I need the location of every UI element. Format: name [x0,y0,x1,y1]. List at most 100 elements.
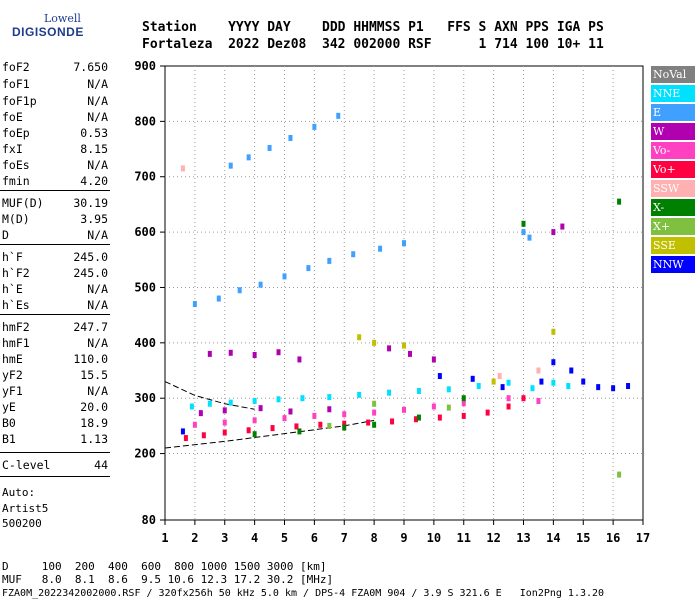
x-tick-label: 4 [251,531,258,545]
auto-artist: Artist5 [2,502,49,515]
data-point-nne [551,379,556,386]
data-point-e [237,287,242,294]
auto-code: 500200 [2,517,42,530]
footer-muf-line: MUF 8.0 8.1 8.6 9.5 10.6 12.3 17.2 30.2 … [2,573,334,586]
param-hme: hmE 110.0 [2,352,108,368]
param-value: 0.53 [80,126,108,140]
data-point-nnw [596,384,601,391]
data-point-e [306,265,311,272]
x-tick-label: 2 [191,531,198,545]
header-line-1: Station YYYY DAY DDD HHMMSS P1 FFS S AXN… [142,20,604,35]
legend-item-ssw: SSW [651,180,695,197]
legend-item-x: X- [651,199,695,216]
param-value: 110.0 [73,352,108,366]
legend-item-w: W [651,123,695,140]
y-tick-label: 900 [134,59,156,73]
data-point-nne [506,379,511,386]
param-label: foEs [2,158,30,172]
data-point-e [258,281,263,288]
logo-bottom-text: DIGISONDE [12,25,84,39]
param-value: 1.13 [80,432,108,446]
param-label: B1 [2,432,16,446]
data-point-vo [342,411,347,418]
data-point-vo [372,409,377,416]
data-point-w [551,229,556,236]
x-tick-label: 11 [457,531,471,545]
data-point-w [276,349,281,356]
data-point-w [258,405,263,412]
x-tick-label: 16 [606,531,620,545]
x-tick-label: 1 [161,531,168,545]
legend-item-vo: Vo- [651,142,695,159]
data-point-vo [431,403,436,410]
data-point-x [372,400,377,407]
data-point-w [297,356,302,363]
profile-curve-lower [164,419,375,449]
data-point-nne [228,399,233,406]
data-point-x [252,431,257,438]
data-point-e [402,240,406,247]
data-point-vo [506,395,511,402]
data-point-nne [276,396,281,403]
data-point-vo [282,415,287,422]
legend-item-sse: SSE [651,237,695,254]
param-label: hmF2 [2,320,30,334]
data-point-e [312,123,317,130]
data-point-vo [437,414,442,421]
param-label: M(D) [2,212,30,226]
data-point-vo [461,412,466,419]
y-tick-label: 400 [134,336,156,350]
param-hf2: h`F2 245.0 [2,266,108,282]
data-point-nne [327,394,332,401]
data-point-sse [491,378,496,385]
data-point-e [378,245,383,252]
data-point-nnw [626,383,631,390]
data-point-nnw [569,367,574,374]
data-point-w [207,350,212,357]
param-hmf1: hmF1 N/A [2,336,108,352]
data-point-vo [521,395,526,402]
param-label: hmE [2,352,23,366]
data-point-x [342,424,347,431]
data-point-vo [366,419,371,426]
data-point-e [246,154,251,161]
param-value: N/A [87,110,108,124]
data-point-nne [416,387,421,394]
data-point-vo [222,429,227,436]
param-value: 15.5 [80,368,108,382]
x-tick-label: 17 [636,531,650,545]
data-point-w [252,352,257,359]
param-value: 245.0 [73,266,108,280]
data-point-ssw [497,373,502,380]
data-point-nnw [470,375,475,382]
y-tick-label: 200 [134,447,156,461]
data-point-w [222,407,227,414]
param-label: MUF(D) [2,196,44,210]
param-value: N/A [87,336,108,350]
param-he: h`E N/A [2,282,108,298]
data-point-vo [192,421,197,428]
param-value: N/A [87,77,108,91]
data-point-e [282,273,287,280]
param-label: B0 [2,416,16,430]
x-tick-label: 6 [311,531,318,545]
data-point-nne [530,385,535,392]
param-label: h`Es [2,298,30,312]
data-point-nne [387,389,392,396]
param-yf1: yF1 N/A [2,384,108,400]
data-point-vo [294,423,299,430]
data-point-vo [342,420,347,427]
data-point-e [216,295,221,302]
param-b0: B0 18.9 [2,416,108,432]
data-point-e [527,234,532,241]
x-tick-label: 12 [486,531,500,545]
legend-item-x: X+ [651,218,695,235]
data-point-vo [252,417,257,424]
data-point-sse [357,334,362,341]
y-tick-label: 700 [134,170,156,184]
data-point-w [387,345,392,352]
data-point-x [372,421,377,428]
param-foep: foEp 0.53 [2,126,108,142]
data-point-vo [318,421,323,428]
data-point-nne [357,391,362,398]
